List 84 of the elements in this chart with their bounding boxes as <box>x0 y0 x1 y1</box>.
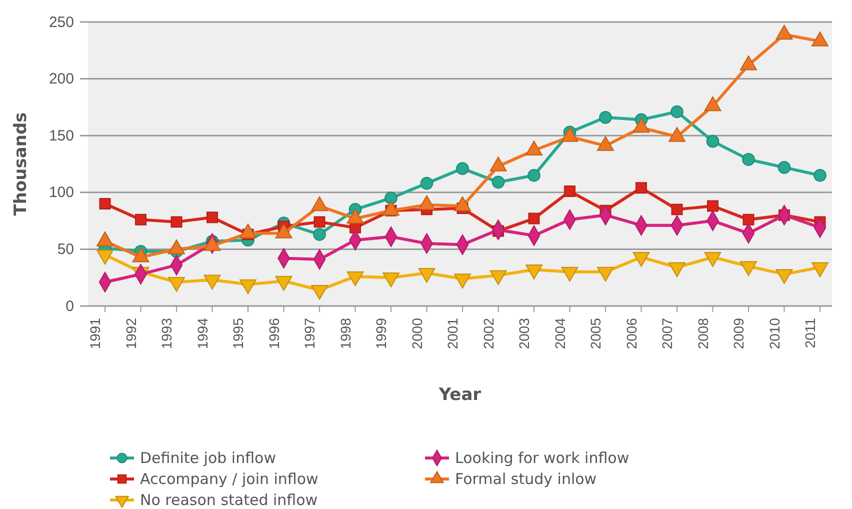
x-tick-label: 1998 <box>337 318 354 350</box>
x-tick-label: 2010 <box>766 318 782 350</box>
point <box>135 214 146 226</box>
point <box>707 200 718 212</box>
point <box>671 204 683 216</box>
legend-label: Definite job inflow <box>140 449 276 467</box>
point <box>561 266 578 282</box>
x-tick-label: 2003 <box>516 318 532 350</box>
x-tick-label: 2002 <box>480 318 496 350</box>
x-tick-label: 2007 <box>659 318 676 350</box>
point <box>742 214 754 226</box>
point <box>668 262 686 278</box>
y-tick-label: 150 <box>48 127 74 144</box>
point <box>632 118 650 133</box>
point <box>240 279 256 294</box>
x-tick-label: 1993 <box>158 318 175 350</box>
point <box>597 266 614 282</box>
point <box>204 274 221 290</box>
y-tick-label: 100 <box>48 184 74 202</box>
point <box>740 55 757 70</box>
point <box>564 186 576 198</box>
point <box>776 269 793 284</box>
x-tick-label: 2006 <box>623 318 640 350</box>
point <box>776 24 793 40</box>
y-tick-label: 0 <box>66 298 74 315</box>
point <box>814 168 826 182</box>
point <box>704 96 722 112</box>
point <box>706 134 720 148</box>
point <box>96 250 114 265</box>
point <box>812 262 828 278</box>
point <box>418 268 436 283</box>
point <box>704 252 722 267</box>
point <box>526 140 542 156</box>
y-tick-label: 250 <box>48 14 74 31</box>
point <box>812 32 828 46</box>
point <box>346 271 364 286</box>
point <box>742 153 755 166</box>
point <box>490 270 507 286</box>
x-tick-label: 1999 <box>373 318 390 350</box>
point <box>492 176 505 189</box>
point <box>170 216 182 228</box>
y-tick-label: 200 <box>48 70 74 88</box>
x-tick-label: 2001 <box>444 318 461 350</box>
point <box>384 192 398 204</box>
point <box>314 216 326 228</box>
x-tick-label: 2008 <box>694 318 711 350</box>
point <box>420 176 434 190</box>
point <box>740 261 757 276</box>
x-tick-label: 2009 <box>730 318 747 350</box>
point <box>206 212 218 224</box>
point <box>632 252 650 267</box>
point <box>275 276 292 291</box>
point <box>313 228 326 241</box>
legend-label: Accompany / join inflow <box>140 470 318 488</box>
point <box>456 162 469 175</box>
point <box>99 198 111 210</box>
point <box>526 264 542 280</box>
x-tick-label: 1992 <box>122 318 139 350</box>
point <box>636 182 647 194</box>
x-tick-label: 1997 <box>302 318 318 350</box>
legend-label: Formal study inlow <box>455 470 597 488</box>
x-tick-label: 2005 <box>588 318 604 350</box>
point <box>311 284 328 300</box>
x-tick-label: 1994 <box>194 318 210 350</box>
point <box>528 168 540 182</box>
point <box>561 127 578 142</box>
point <box>528 212 540 224</box>
point <box>597 136 614 151</box>
point <box>778 161 791 174</box>
point <box>454 274 471 288</box>
point <box>668 127 686 142</box>
y-axis-title: Thousands <box>11 112 31 216</box>
point <box>168 277 185 292</box>
x-tick-label: 1995 <box>230 318 246 350</box>
x-axis-title: Year <box>438 385 482 405</box>
x-tick-label: 2004 <box>552 318 568 350</box>
x-tick-label: 1991 <box>87 318 104 350</box>
y-tick-label: 50 <box>57 241 74 258</box>
point <box>382 272 400 288</box>
legend-label: No reason stated inflow <box>140 491 318 509</box>
x-tick-label: 2000 <box>408 318 425 350</box>
x-tick-label: 2011 <box>802 318 818 348</box>
x-tick-label: 1996 <box>266 318 282 350</box>
legend-label: Looking for work inflow <box>455 449 630 467</box>
